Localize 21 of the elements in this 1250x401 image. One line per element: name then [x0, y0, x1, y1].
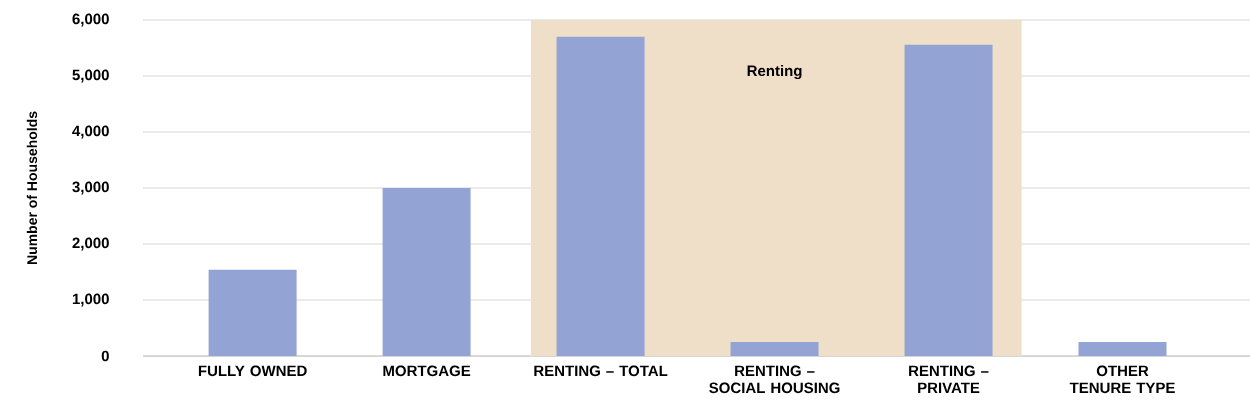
band-label: Renting	[747, 65, 802, 80]
x-tick-label: RENTING – SOCIAL HOUSING	[709, 365, 840, 394]
x-tick-label: RENTING – TOTAL	[534, 365, 668, 377]
y-tick-label: 4,000	[72, 125, 109, 139]
bar	[1078, 341, 1167, 356]
y-tick-label: 1,000	[72, 293, 109, 307]
y-tick-label: 5,000	[72, 69, 109, 83]
bar	[556, 36, 645, 356]
y-tick-label: 6,000	[72, 13, 109, 27]
bar	[730, 341, 819, 356]
y-tick-label: 0	[101, 350, 109, 362]
x-tick-label: RENTING – PRIVATE	[909, 365, 989, 393]
x-tick-label: MORTGAGE	[383, 365, 471, 377]
y-axis-title: Number of Households	[26, 111, 38, 265]
bar	[904, 44, 993, 356]
bar	[208, 269, 297, 356]
x-tick-label: FULLY OWNED	[198, 365, 307, 377]
y-tick-label: 3,000	[72, 181, 109, 195]
bar	[382, 187, 471, 356]
x-tick-label: OTHER TENURE TYPE	[1069, 365, 1175, 394]
y-tick-label: 2,000	[72, 237, 109, 251]
